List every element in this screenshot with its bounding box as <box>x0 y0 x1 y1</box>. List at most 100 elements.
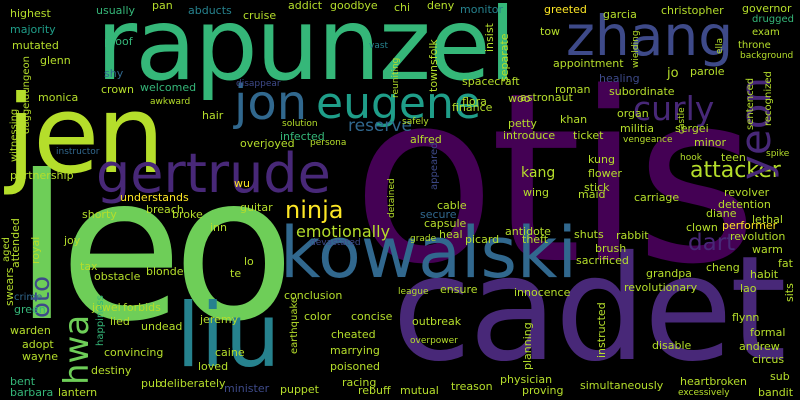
word-crime: crime <box>14 292 43 303</box>
word-puppet: puppet <box>280 383 319 396</box>
word-dungeon: dungeon <box>21 56 32 100</box>
word-garcia: garcia <box>603 8 637 21</box>
word-sergei: sergei <box>675 122 709 135</box>
word-flora: flora <box>462 95 487 108</box>
word-pan: pan <box>152 0 173 12</box>
word-cable: cable <box>437 199 467 212</box>
word-devastated: devastated <box>310 238 361 248</box>
word-secure: secure <box>420 208 457 221</box>
word-physician: physician <box>500 373 553 386</box>
word-wielding: wielding <box>631 30 641 68</box>
word-instructed: instructed <box>595 302 608 358</box>
word-bandit: bandit <box>758 386 794 399</box>
word-loved: loved <box>198 360 229 373</box>
word-cheated: cheated <box>331 328 376 341</box>
word-recognized: recognized <box>763 71 774 126</box>
word-jeremy: jeremy <box>200 313 239 326</box>
word-highest: highest <box>10 7 51 20</box>
word-convincing: convincing <box>104 346 164 359</box>
word-ticket: ticket <box>573 129 604 142</box>
word-jewel: jewel <box>92 301 121 314</box>
word-wayne: wayne <box>22 350 58 363</box>
word-swears: swears <box>3 267 16 307</box>
word-proving: proving <box>522 384 564 397</box>
word-theft: theft <box>522 233 549 246</box>
word-vengeance: vengeance <box>623 135 673 145</box>
word-detained: detained <box>387 178 397 218</box>
word-spacecraft: spacecraft <box>462 75 520 88</box>
word-overpower: overpower <box>410 336 458 346</box>
word-wu: wu <box>234 177 250 190</box>
word-parole: parole <box>690 65 725 78</box>
word-healing: healing <box>599 72 640 85</box>
word-usually: usually <box>96 4 136 17</box>
word-subordinate: subordinate <box>609 85 675 98</box>
word-kang: kang <box>521 165 556 181</box>
word-marrying: marrying <box>330 344 380 357</box>
word-organ: organ <box>617 107 649 120</box>
word-color: color <box>304 310 332 323</box>
word-gertrude: gertrude <box>96 142 331 205</box>
word-sub: sub <box>770 370 790 383</box>
word-emotionally: emotionally <box>296 222 391 241</box>
word-chi: chi <box>394 1 411 14</box>
word-excessively: excessively <box>678 388 730 398</box>
word-minor: minor <box>694 136 726 149</box>
word-witnessing: witnessing <box>9 108 20 162</box>
word-khan: khan <box>560 113 588 126</box>
word-monitor: monitor <box>460 3 504 16</box>
word-partnership: partnership <box>10 169 74 182</box>
word-brush: brush <box>595 242 627 255</box>
word-wing: wing <box>523 186 550 199</box>
word-rebuff: rebuff <box>358 384 391 397</box>
word-maid: maid <box>578 188 606 201</box>
word-militia: militia <box>620 122 654 135</box>
word-warden: warden <box>10 324 51 337</box>
word-outbreak: outbreak <box>412 315 462 328</box>
word-simultaneously: simultaneously <box>580 379 664 392</box>
word-shuts: shuts <box>574 228 604 241</box>
word-flynn: flynn <box>732 311 760 324</box>
word-detention: detention <box>718 198 771 211</box>
word-curly: curly <box>633 89 715 128</box>
word-introduce: introduce <box>503 129 556 142</box>
word-aged: aged <box>1 237 12 262</box>
word-stick: stick <box>584 181 610 194</box>
word-capsule: capsule <box>424 217 467 230</box>
word-tow: tow <box>540 25 561 38</box>
word-governor: governor <box>742 2 792 15</box>
word-townsfolk: townsfolk <box>427 39 440 92</box>
word-attacker: attacker <box>690 158 781 183</box>
word-minister: minister <box>224 382 270 395</box>
word-abducts: abducts <box>188 4 232 17</box>
word-kowalski: kowalski <box>280 212 577 294</box>
word-lao: lao <box>740 282 757 295</box>
word-heartbroken: heartbroken <box>680 375 748 388</box>
word-pub: pub <box>141 377 162 390</box>
word-lo: lo <box>244 255 254 268</box>
word-breach: breach <box>146 203 184 216</box>
word-joy: joy <box>64 234 81 247</box>
word-infected: infected <box>280 130 325 143</box>
word-cadet: cadet <box>392 225 787 394</box>
word-vast: vast <box>369 41 389 51</box>
word-background: background <box>740 51 794 61</box>
word-dart: dart <box>688 230 736 256</box>
word-separate: separate <box>498 33 511 82</box>
word-destiny: destiny <box>91 364 132 377</box>
word-glenn: glenn <box>40 54 71 67</box>
word-performer: performer <box>722 219 778 232</box>
word-ella: ella <box>715 37 725 54</box>
word-persona: persona <box>310 138 347 148</box>
word-grandpa: grandpa <box>646 267 692 280</box>
word-barbara: barbara <box>10 386 54 399</box>
word-grade: grade <box>410 234 437 244</box>
word-shorty: shorty <box>82 208 117 221</box>
word-revolutionary: revolutionary <box>624 281 698 294</box>
word-deliberately: deliberately <box>160 377 226 390</box>
word-racing: racing <box>342 376 377 389</box>
word-deny: deny <box>427 0 455 12</box>
word-dagger: dagger <box>21 98 32 134</box>
word-awkward: awkward <box>150 97 191 107</box>
